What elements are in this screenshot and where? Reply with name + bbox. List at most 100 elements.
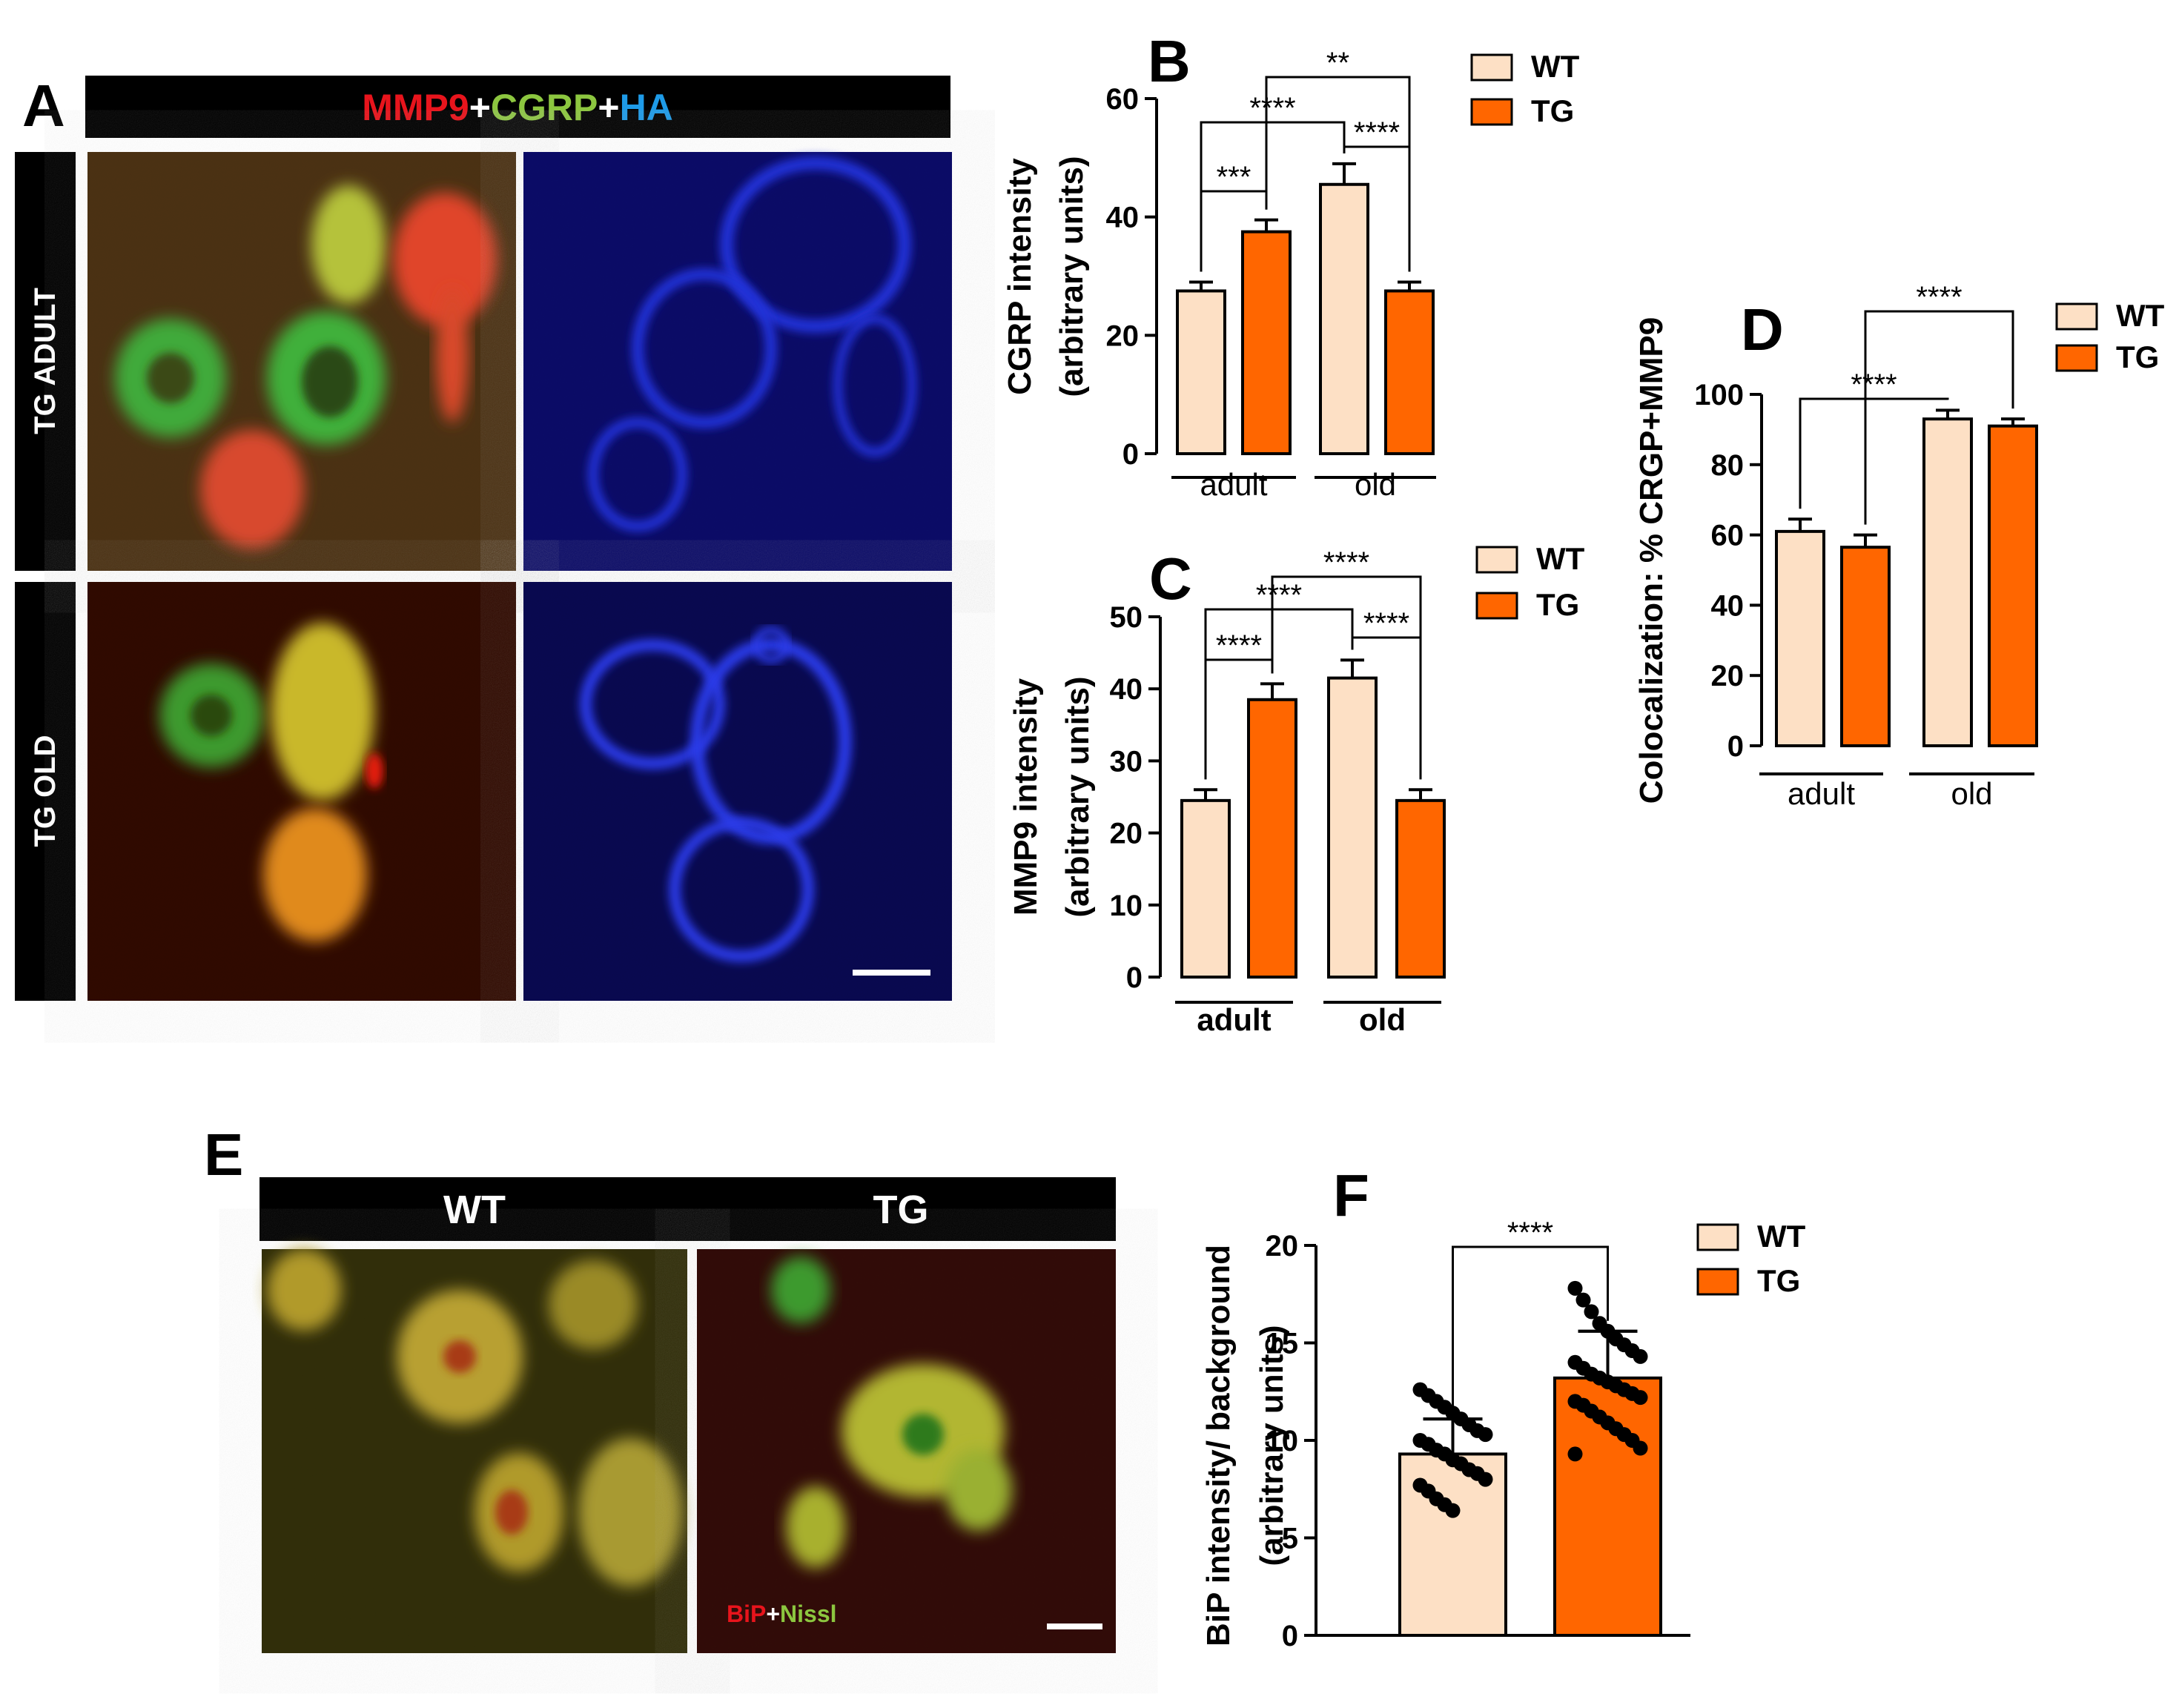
y-tick-label: 10 (1266, 1425, 1299, 1457)
y-tick-label: 15 (1266, 1328, 1299, 1360)
group-label: old (1355, 467, 1396, 502)
bar (1241, 230, 1292, 455)
panel-a-header-text: MMP9+CGRP+HA (362, 87, 673, 128)
bar (1176, 289, 1226, 456)
plus-label-1: + (469, 87, 491, 128)
group-label: old (1359, 1002, 1406, 1037)
y-axis-label: (arbitrary units) (1059, 676, 1096, 917)
legend-label: WT (1531, 49, 1580, 84)
y-tick-label: 30 (1110, 745, 1143, 778)
bar (1988, 424, 2038, 747)
bar (1395, 798, 1446, 979)
significance-bracket (1452, 1245, 1609, 1409)
data-point (1633, 1390, 1648, 1406)
panel-a-letter: A (22, 73, 65, 139)
bar (1180, 798, 1231, 979)
scale-bar-a (853, 970, 930, 976)
data-point (1478, 1427, 1493, 1443)
panel-a: A MMP9+CGRP+HA TG ADULT TG OLD (15, 73, 952, 1001)
stain-bip-label: BiP (727, 1601, 766, 1627)
legend-label: WT (2116, 298, 2165, 333)
data-point (1584, 1304, 1599, 1320)
group-label: old (1951, 776, 1992, 811)
significance-label: *** (1217, 161, 1251, 193)
significance-bracket (1265, 76, 1411, 272)
significance-label: **** (1354, 116, 1400, 149)
significance-label: ** (1326, 47, 1349, 79)
y-axis-label: BiP intensity/ background (1200, 1245, 1237, 1646)
significance-label: **** (1916, 281, 1962, 314)
bar (1922, 417, 1973, 747)
y-tick-label: 40 (1106, 202, 1140, 234)
scale-bar-e (1047, 1623, 1102, 1629)
micrograph-e-tg (697, 1249, 1116, 1653)
y-tick-label: 0 (1727, 730, 1744, 763)
significance-label: **** (1249, 92, 1295, 125)
data-point (1567, 1446, 1583, 1462)
data-point (1633, 1440, 1648, 1456)
stain-plus-label: + (766, 1601, 780, 1627)
plus-label-2: + (598, 87, 619, 128)
bar (1840, 546, 1891, 747)
micrograph-e-wt (262, 1249, 687, 1653)
y-tick-label: 20 (1266, 1230, 1299, 1262)
y-tick-label: 10 (1110, 890, 1143, 922)
y-tick-label: 0 (1126, 961, 1143, 994)
panel-e-letter: E (204, 1122, 243, 1188)
bar (1775, 529, 1825, 747)
chart-f: F 0 5 10 15 20 BiP intensity/ background (arbit… (1200, 1162, 1806, 1652)
legend-label: TG (2116, 340, 2159, 374)
micrograph-tg-old-merge (87, 582, 516, 1001)
legend-label: WT (1536, 541, 1585, 576)
row-label-adult: TG ADULT (29, 288, 62, 434)
legend-swatch (1696, 1268, 1739, 1296)
mmp9-label: MMP9 (362, 87, 469, 128)
legend-swatch (1475, 546, 1518, 574)
stain-label: BiP+Nissl (727, 1601, 837, 1627)
legend-label: TG (1536, 587, 1579, 622)
row-label-bar-old (15, 582, 76, 1001)
y-tick-label: 50 (1110, 601, 1143, 634)
legend-label: TG (1757, 1263, 1800, 1298)
chart-b: B 0 20 40 60 CGRP intensity (arbitrary units) a… (1002, 28, 1580, 502)
y-tick-label: 20 (1106, 320, 1140, 352)
row-label-old: TG OLD (29, 735, 62, 847)
data-point (1567, 1280, 1583, 1296)
legend-swatch (1475, 592, 1518, 620)
col-label-tg: TG (873, 1188, 929, 1232)
legend-label: WT (1757, 1219, 1806, 1254)
significance-label: **** (1851, 368, 1897, 401)
significance-bracket (1271, 575, 1422, 780)
y-axis-label: Colocalization: % CRGP+MMP9 (1633, 317, 1670, 804)
y-axis-label: (arbitrary units) (1254, 1325, 1290, 1566)
group-label: adult (1788, 776, 1855, 811)
panel-a-header-bar (85, 76, 950, 138)
group-label: adult (1197, 1002, 1271, 1037)
y-tick-label: 40 (1110, 673, 1143, 706)
bar (1384, 289, 1435, 456)
chart-d-letter: D (1741, 297, 1784, 363)
ha-label: HA (620, 87, 673, 128)
chart-c: C 0 10 20 30 40 50 MMP9 intensity (arbitrary uni… (1008, 541, 1585, 1037)
legend-swatch (2055, 344, 2098, 372)
micrograph-tg-adult-ha (523, 152, 952, 571)
group-label: adult (1200, 467, 1267, 502)
y-tick-label: 80 (1711, 449, 1745, 482)
legend-swatch (1470, 53, 1513, 82)
legend-swatch (2055, 302, 2098, 331)
legend-swatch (1470, 98, 1513, 126)
y-axis-label: CGRP intensity (1002, 158, 1038, 395)
y-tick-label: 20 (1711, 660, 1745, 692)
stain-nissl-label: Nissl (780, 1601, 836, 1627)
data-point (1633, 1348, 1648, 1364)
significance-label: **** (1216, 629, 1262, 662)
significance-bracket (1864, 310, 2014, 525)
micrograph-tg-adult-merge (87, 152, 516, 571)
y-tick-label: 0 (1122, 438, 1139, 471)
y-tick-label: 5 (1282, 1523, 1298, 1555)
y-tick-label: 0 (1282, 1620, 1298, 1652)
data-point (1575, 1292, 1591, 1308)
micrograph-tg-old-ha (523, 582, 952, 1001)
panel-e-header-bar (259, 1177, 1116, 1241)
row-label-bar-adult (15, 152, 76, 571)
